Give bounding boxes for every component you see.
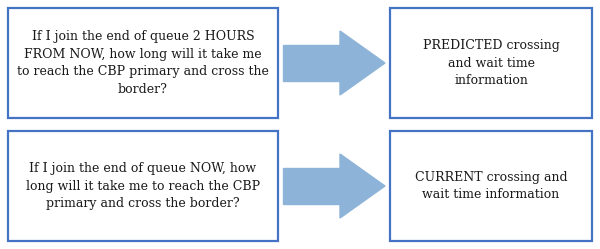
- Polygon shape: [340, 31, 385, 95]
- FancyBboxPatch shape: [8, 8, 278, 118]
- Bar: [283, 45, 340, 81]
- Text: If I join the end of queue 2 HOURS
FROM NOW, how long will it take me
to reach t: If I join the end of queue 2 HOURS FROM …: [17, 30, 269, 96]
- FancyBboxPatch shape: [390, 8, 592, 118]
- Text: CURRENT crossing and
wait time information: CURRENT crossing and wait time informati…: [415, 171, 568, 201]
- Text: PREDICTED crossing
and wait time
information: PREDICTED crossing and wait time informa…: [422, 39, 559, 87]
- Bar: [283, 168, 340, 204]
- FancyBboxPatch shape: [390, 131, 592, 241]
- Text: If I join the end of queue NOW, how
long will it take me to reach the CBP
primar: If I join the end of queue NOW, how long…: [26, 162, 260, 210]
- FancyBboxPatch shape: [8, 131, 278, 241]
- Polygon shape: [340, 154, 385, 218]
